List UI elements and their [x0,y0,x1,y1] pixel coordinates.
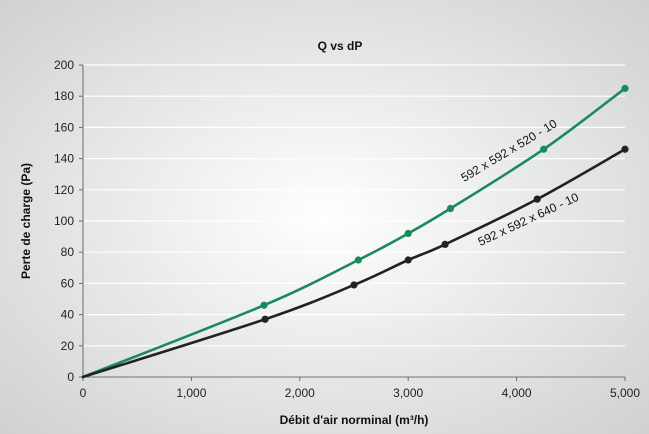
y-tick-label: 120 [54,183,74,197]
data-point [261,315,269,323]
series-group [81,84,629,379]
y-tick-label: 0 [67,370,74,384]
y-tick-label: 140 [54,152,74,166]
chart-title: Q vs dP [318,39,363,53]
data-point [621,145,629,153]
y-tick-label: 40 [61,308,75,322]
data-point [533,195,541,203]
data-point [404,229,412,238]
data-point [540,145,548,153]
data-point [350,281,358,289]
data-point [446,204,455,213]
series-1 [81,84,629,379]
x-tick-label: 2,000 [285,386,315,400]
y-axis-title: Perte de charge (Pa) [19,163,33,279]
y-tick-label: 160 [54,120,74,134]
x-tick-label: 5,000 [610,386,640,400]
series-2 [81,145,629,379]
y-tick-label: 20 [61,339,75,353]
data-point [621,84,629,92]
y-tick-label: 100 [54,214,74,228]
y-tick-label: 60 [61,276,75,290]
x-tick-label: 1,000 [176,386,206,400]
data-point [260,301,268,309]
data-point [441,240,449,248]
axes: 0 20 40 60 80 100 120 140 160 180 200 0 1,000 2,000 3,… [54,58,640,400]
y-tick-label: 180 [54,89,74,103]
x-axis-title: Débit d'air norminal (m³/h) [280,413,429,427]
x-tick-label: 0 [80,386,87,400]
data-point [404,256,412,264]
gridlines [83,64,625,378]
x-tick-label: 3,000 [393,386,423,400]
y-tick-label: 80 [61,245,75,259]
data-point [354,256,362,264]
x-tick-label: 4,000 [502,386,532,400]
y-tick-label: 200 [54,58,74,72]
